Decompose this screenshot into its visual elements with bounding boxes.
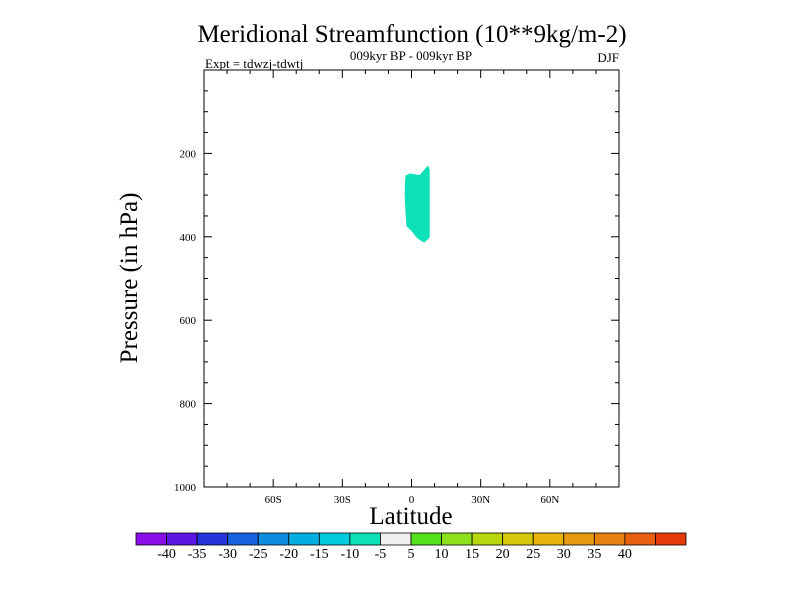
colorbar-tick-label: 5 xyxy=(408,547,415,562)
colorbar-tick-label: 35 xyxy=(587,547,601,562)
colorbar-tick-label: -25 xyxy=(249,547,268,562)
colorbar-swatch xyxy=(502,532,534,546)
colorbar-tick-label: -30 xyxy=(218,547,237,562)
colorbar-swatch xyxy=(135,532,167,546)
colorbar-swatch xyxy=(380,532,412,546)
colorbar-swatch xyxy=(257,532,290,546)
colorbar-tick-label: 15 xyxy=(465,547,479,562)
colorbar-swatch xyxy=(227,532,259,546)
x-tick-label: 0 xyxy=(409,494,415,506)
plot-area: 200 400 600 800 1000 60S 30S 0 30N 60N xyxy=(174,69,620,506)
colorbar-tick-label: -10 xyxy=(341,547,360,562)
colorbar-tick-label: -35 xyxy=(188,547,207,562)
x-tick-label: 30S xyxy=(334,494,351,506)
contour-region xyxy=(404,165,430,243)
chart-subtitle: 009kyr BP - 009kyr BP xyxy=(350,48,472,63)
y-axis-label: Pressure (in hPa) xyxy=(116,193,143,364)
colorbar-swatch xyxy=(166,532,198,546)
colorbar-tick-label: 10 xyxy=(435,547,449,562)
colorbar-tick-label: -20 xyxy=(279,547,298,562)
colorbar-swatch xyxy=(318,532,351,546)
x-tick-label: 30N xyxy=(471,494,490,506)
experiment-label: Expt = tdwzj-tdwtj xyxy=(205,56,303,71)
y-tick-label: 600 xyxy=(180,315,197,327)
colorbar: -40 -35 -30 -25 -20 -15 -10 -5 5 10 15 20 25 30 35 40 xyxy=(135,532,687,562)
colorbar-swatch xyxy=(196,532,229,546)
colorbar-tick-label: 20 xyxy=(496,547,510,562)
colorbar-tick-label: -40 xyxy=(157,547,176,562)
y-tick-label: 200 xyxy=(180,148,197,160)
x-tick-label: 60S xyxy=(265,494,282,506)
colorbar-tick-label: 30 xyxy=(557,547,571,562)
x-tick-label: 60N xyxy=(540,494,559,506)
colorbar-swatch xyxy=(593,532,626,546)
colorbar-swatch xyxy=(563,532,595,546)
plot-frame xyxy=(203,69,620,488)
colorbar-swatch xyxy=(410,532,442,546)
colorbar-swatch xyxy=(471,532,504,546)
colorbar-tick-label: -5 xyxy=(375,547,387,562)
colorbar-tick-label: -15 xyxy=(310,547,329,562)
colorbar-tick-label: 40 xyxy=(618,547,632,562)
colorbar-swatch xyxy=(288,532,320,546)
colorbar-swatch xyxy=(441,532,473,546)
colorbar-tick-label: 25 xyxy=(526,547,540,562)
colorbar-swatch xyxy=(349,532,381,546)
y-tick-label: 800 xyxy=(180,399,197,411)
colorbar-swatch xyxy=(624,532,656,546)
season-label: DJF xyxy=(597,50,619,65)
y-tick-label: 400 xyxy=(180,232,197,244)
x-axis-label: Latitude xyxy=(369,503,452,530)
colorbar-swatch xyxy=(655,532,687,546)
y-tick-label: 1000 xyxy=(174,482,197,494)
colorbar-swatch xyxy=(532,532,565,546)
chart-title: Meridional Streamfunction (10**9kg/m-2) xyxy=(197,21,626,48)
